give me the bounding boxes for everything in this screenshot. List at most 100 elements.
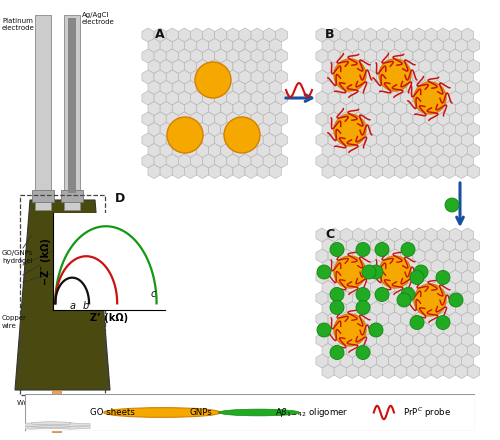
Polygon shape bbox=[437, 228, 450, 242]
Polygon shape bbox=[316, 270, 328, 284]
Polygon shape bbox=[394, 102, 407, 115]
Polygon shape bbox=[316, 154, 328, 168]
Polygon shape bbox=[160, 102, 172, 115]
Polygon shape bbox=[340, 291, 352, 305]
Polygon shape bbox=[316, 112, 328, 126]
Polygon shape bbox=[382, 301, 394, 315]
Polygon shape bbox=[407, 102, 419, 115]
Polygon shape bbox=[202, 70, 214, 84]
Polygon shape bbox=[172, 143, 184, 158]
Polygon shape bbox=[450, 249, 462, 263]
Polygon shape bbox=[401, 28, 413, 42]
Polygon shape bbox=[166, 28, 178, 42]
Polygon shape bbox=[328, 291, 340, 305]
Polygon shape bbox=[142, 91, 154, 105]
Polygon shape bbox=[450, 70, 462, 84]
Polygon shape bbox=[382, 281, 394, 294]
Polygon shape bbox=[346, 102, 358, 115]
Polygon shape bbox=[160, 59, 172, 73]
Polygon shape bbox=[328, 270, 340, 284]
Polygon shape bbox=[407, 143, 419, 158]
Polygon shape bbox=[456, 143, 468, 158]
Bar bbox=[68, 18, 76, 193]
Polygon shape bbox=[437, 291, 450, 305]
Polygon shape bbox=[376, 133, 388, 147]
Polygon shape bbox=[388, 270, 401, 284]
Circle shape bbox=[356, 301, 370, 315]
Polygon shape bbox=[394, 281, 407, 294]
Circle shape bbox=[436, 315, 450, 330]
Polygon shape bbox=[12, 426, 51, 429]
Polygon shape bbox=[328, 70, 340, 84]
Polygon shape bbox=[233, 81, 245, 95]
Polygon shape bbox=[431, 102, 443, 115]
Polygon shape bbox=[166, 133, 178, 147]
Polygon shape bbox=[370, 364, 382, 378]
Polygon shape bbox=[431, 81, 443, 95]
Polygon shape bbox=[202, 112, 214, 126]
Polygon shape bbox=[172, 102, 184, 115]
Polygon shape bbox=[358, 344, 370, 357]
Polygon shape bbox=[462, 249, 473, 263]
Polygon shape bbox=[407, 323, 419, 337]
Polygon shape bbox=[358, 81, 370, 95]
Polygon shape bbox=[425, 312, 437, 326]
Polygon shape bbox=[172, 59, 184, 73]
Polygon shape bbox=[328, 133, 340, 147]
Polygon shape bbox=[407, 122, 419, 136]
Polygon shape bbox=[358, 364, 370, 378]
Polygon shape bbox=[468, 102, 479, 115]
Polygon shape bbox=[276, 112, 287, 126]
Polygon shape bbox=[346, 238, 358, 253]
Polygon shape bbox=[376, 228, 388, 242]
Polygon shape bbox=[352, 70, 364, 84]
Polygon shape bbox=[276, 70, 287, 84]
Polygon shape bbox=[394, 165, 407, 179]
Polygon shape bbox=[32, 424, 70, 428]
Polygon shape bbox=[328, 91, 340, 105]
Polygon shape bbox=[407, 165, 419, 179]
Polygon shape bbox=[419, 260, 431, 274]
Polygon shape bbox=[358, 260, 370, 274]
Polygon shape bbox=[450, 270, 462, 284]
Polygon shape bbox=[334, 238, 346, 253]
Polygon shape bbox=[352, 354, 364, 368]
Polygon shape bbox=[334, 301, 346, 315]
Text: A: A bbox=[155, 28, 164, 41]
Polygon shape bbox=[388, 70, 401, 84]
Polygon shape bbox=[208, 165, 220, 179]
Polygon shape bbox=[443, 260, 456, 274]
Polygon shape bbox=[358, 59, 370, 73]
Polygon shape bbox=[166, 70, 178, 84]
Polygon shape bbox=[202, 28, 214, 42]
Polygon shape bbox=[443, 344, 456, 357]
Polygon shape bbox=[340, 270, 352, 284]
Polygon shape bbox=[443, 323, 456, 337]
Polygon shape bbox=[346, 59, 358, 73]
Text: Ag/AgCl
electrode: Ag/AgCl electrode bbox=[82, 12, 115, 26]
Polygon shape bbox=[419, 323, 431, 337]
Polygon shape bbox=[340, 228, 352, 242]
Polygon shape bbox=[413, 154, 425, 168]
Polygon shape bbox=[257, 102, 269, 115]
Polygon shape bbox=[51, 423, 90, 426]
Polygon shape bbox=[322, 165, 334, 179]
Circle shape bbox=[410, 315, 424, 330]
Polygon shape bbox=[437, 133, 450, 147]
Polygon shape bbox=[468, 344, 479, 357]
Polygon shape bbox=[468, 364, 479, 378]
Polygon shape bbox=[401, 291, 413, 305]
Polygon shape bbox=[334, 122, 346, 136]
Polygon shape bbox=[401, 270, 413, 284]
Polygon shape bbox=[462, 154, 473, 168]
Polygon shape bbox=[364, 333, 376, 347]
Polygon shape bbox=[425, 228, 437, 242]
Circle shape bbox=[330, 345, 344, 359]
Polygon shape bbox=[437, 91, 450, 105]
Polygon shape bbox=[394, 323, 407, 337]
Polygon shape bbox=[358, 281, 370, 294]
Polygon shape bbox=[388, 312, 401, 326]
Polygon shape bbox=[419, 59, 431, 73]
Polygon shape bbox=[184, 122, 196, 136]
Polygon shape bbox=[382, 102, 394, 115]
